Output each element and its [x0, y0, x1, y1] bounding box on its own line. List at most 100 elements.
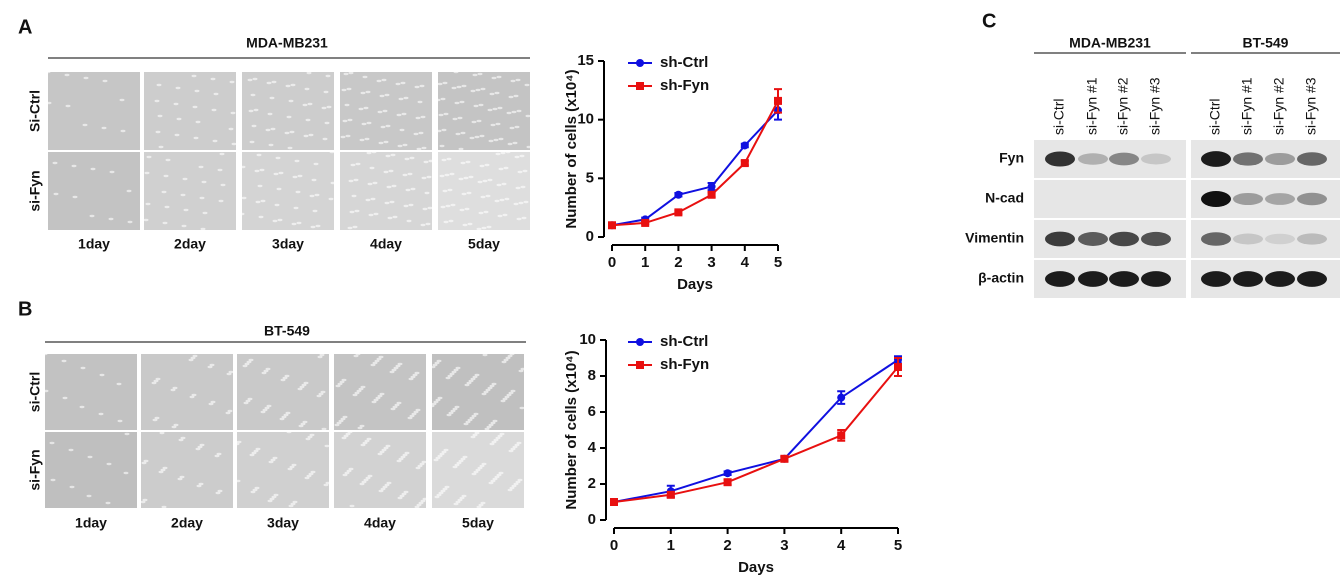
cell — [351, 194, 357, 198]
cell — [140, 500, 146, 504]
cell — [359, 482, 365, 486]
cell — [403, 96, 409, 100]
cell — [495, 436, 501, 440]
cell — [117, 419, 123, 423]
cell — [297, 174, 303, 178]
marker — [674, 208, 683, 217]
cell — [515, 480, 521, 484]
legend-label: sh-Fyn — [660, 356, 709, 373]
cell — [455, 366, 461, 370]
cell — [492, 419, 498, 423]
cell — [488, 139, 494, 143]
cell — [420, 499, 426, 503]
cell — [99, 373, 105, 377]
cell — [397, 496, 403, 500]
cell — [330, 181, 336, 185]
cell — [448, 219, 454, 223]
cell — [437, 396, 443, 400]
cell — [162, 221, 168, 225]
marker — [740, 141, 749, 150]
cell — [90, 167, 96, 171]
micrograph — [48, 152, 140, 230]
cell — [526, 145, 532, 149]
cell — [177, 477, 183, 481]
legend-label: sh-Ctrl — [660, 333, 708, 350]
cell — [467, 418, 473, 422]
cell — [396, 459, 402, 463]
cell — [192, 105, 198, 109]
cell — [315, 224, 321, 228]
cell — [288, 99, 294, 103]
cell — [498, 137, 504, 141]
cell — [370, 363, 376, 367]
cell — [509, 486, 515, 490]
marker — [723, 469, 732, 478]
cell — [447, 374, 453, 378]
cell — [72, 195, 78, 199]
cell — [256, 153, 262, 157]
band — [1078, 153, 1108, 165]
cell — [360, 385, 366, 389]
cell — [152, 418, 158, 422]
cell — [370, 197, 376, 201]
cell — [435, 456, 441, 460]
cell — [523, 200, 529, 204]
cell — [164, 205, 170, 209]
cell — [247, 78, 253, 82]
cell — [482, 179, 488, 183]
cell — [415, 408, 421, 412]
cell — [163, 174, 169, 178]
cell — [418, 501, 424, 505]
cell — [396, 113, 402, 117]
band — [1045, 231, 1075, 247]
column-label: 4day — [370, 236, 402, 252]
band — [1297, 192, 1327, 206]
panel-label: B — [18, 298, 32, 320]
cell — [207, 365, 213, 369]
cell — [386, 185, 392, 189]
cell — [239, 212, 245, 216]
cell — [470, 435, 476, 439]
cell — [346, 87, 352, 91]
cell — [300, 422, 306, 426]
row-label: si-Fyn — [27, 170, 43, 211]
cell — [493, 138, 499, 142]
cell — [323, 483, 329, 487]
cell — [418, 131, 424, 135]
protein-label: N-cad — [985, 190, 1024, 206]
cell — [197, 445, 203, 449]
cell — [191, 393, 197, 397]
series-line — [613, 366, 899, 503]
cell — [271, 495, 277, 499]
band — [1078, 232, 1108, 246]
cell — [245, 399, 251, 403]
cell — [288, 504, 294, 508]
column-label: 1day — [78, 236, 110, 252]
cell — [473, 470, 479, 474]
cell — [464, 383, 470, 387]
cell — [404, 451, 410, 455]
y-tick-label: 6 — [588, 403, 596, 420]
cell — [345, 134, 351, 138]
cell — [266, 404, 272, 408]
cell — [398, 97, 404, 101]
micrograph — [438, 72, 530, 150]
cell — [316, 394, 322, 398]
cell — [336, 421, 342, 425]
cell — [424, 191, 430, 195]
band — [1265, 193, 1295, 205]
cell — [483, 210, 489, 214]
cell — [154, 99, 160, 103]
cell — [468, 379, 474, 383]
cell — [474, 431, 480, 435]
cell — [434, 495, 440, 499]
cell — [311, 178, 317, 182]
cell — [219, 152, 225, 156]
legend-label: sh-Fyn — [660, 77, 709, 94]
band — [1201, 271, 1231, 287]
marker — [641, 218, 650, 227]
cell — [116, 382, 122, 386]
cell — [302, 420, 308, 424]
cell — [516, 109, 522, 113]
cell — [349, 210, 355, 214]
